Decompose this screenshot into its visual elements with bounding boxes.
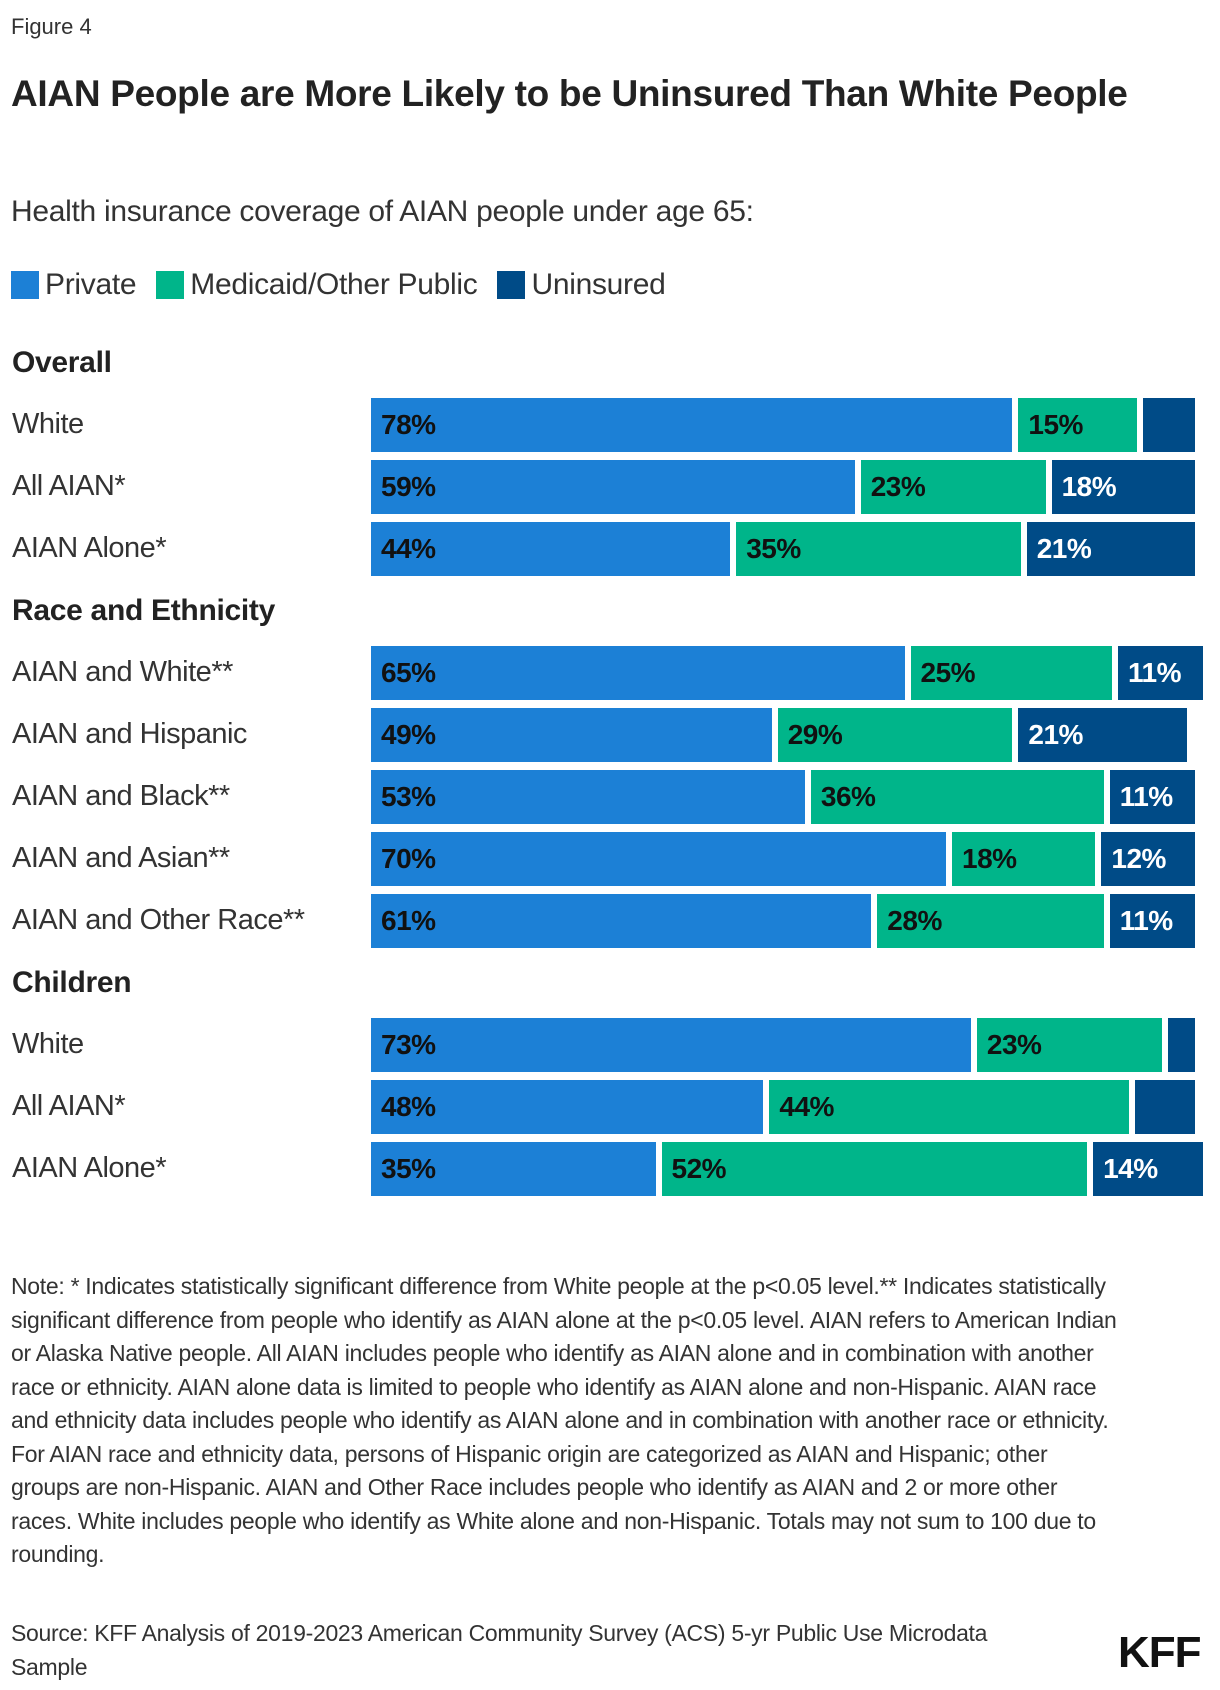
bar-segment-uninsured: 21% <box>1026 522 1195 576</box>
data-label: 25% <box>920 657 976 688</box>
bar-segment-medicaid-other-public: 35% <box>736 522 1021 576</box>
data-label: 44% <box>779 1091 834 1122</box>
data-label: 21% <box>1036 533 1092 564</box>
data-label: 36% <box>820 781 876 812</box>
data-label: 23% <box>986 1029 1042 1060</box>
bar-segment-private: 49% <box>371 708 772 762</box>
bar-segment-private: 78% <box>371 398 1013 452</box>
bar-segment-medicaid-other-public: 52% <box>661 1142 1088 1196</box>
bar-segment-medicaid-other-public: 15% <box>1018 398 1137 452</box>
data-label: 18% <box>962 843 1017 874</box>
bar-segment-medicaid-other-public: 29% <box>777 708 1013 762</box>
chart-subtitle: Health insurance coverage of AIAN people… <box>11 195 754 228</box>
data-label: 73% <box>381 1029 436 1060</box>
data-label: 53% <box>381 781 436 812</box>
bar-segment-uninsured: 11% <box>1109 770 1195 824</box>
chart-title: AIAN People are More Likely to be Uninsu… <box>11 73 1128 114</box>
data-label: 44% <box>381 533 436 564</box>
bar-segment-medicaid-other-public: 25% <box>910 646 1112 700</box>
bar-segment-uninsured: 11% <box>1109 894 1195 948</box>
data-label: 21% <box>1028 719 1083 750</box>
legend-label: Medicaid/Other Public <box>190 268 478 301</box>
bar-segment-private: 59% <box>371 460 855 514</box>
data-label: 59% <box>381 471 436 502</box>
group-heading: Overall <box>12 346 112 379</box>
legend: Private Medicaid/Other Public Uninsured <box>11 268 686 302</box>
kff-logo: KFF <box>1118 1628 1202 1677</box>
bar-segment-private: 53% <box>371 770 805 824</box>
row-label: All AIAN* <box>12 470 126 502</box>
data-label: 78% <box>381 409 436 440</box>
figure-label: Figure 4 <box>11 14 92 39</box>
row-label: AIAN and Asian** <box>12 842 230 874</box>
bar-segment-uninsured <box>1134 1080 1195 1134</box>
chart-source: Source: KFF Analysis of 2019-2023 Americ… <box>11 1620 988 1680</box>
legend-label: Uninsured <box>531 268 666 301</box>
legend-label: Private <box>45 268 137 301</box>
data-label: 11% <box>1119 905 1174 936</box>
legend-item: Medicaid/Other Public <box>156 268 478 302</box>
data-label: 52% <box>671 1153 727 1184</box>
bar-segment-medicaid-other-public: 23% <box>976 1018 1162 1072</box>
row-label: AIAN Alone* <box>12 532 167 564</box>
data-label: 61% <box>381 905 436 936</box>
data-label: 49% <box>381 719 436 750</box>
legend-item: Private <box>11 268 137 302</box>
row-label: AIAN and Hispanic <box>12 718 247 750</box>
bar-segment-medicaid-other-public: 36% <box>810 770 1104 824</box>
row-label: AIAN and Other Race** <box>12 904 305 936</box>
row-label: White <box>12 1028 84 1060</box>
data-label: 23% <box>870 471 926 502</box>
bar-segment-private: 65% <box>371 646 905 700</box>
bar-segment-private: 48% <box>371 1080 764 1134</box>
data-label: 65% <box>381 657 436 688</box>
data-label: 12% <box>1111 843 1166 874</box>
legend-swatch <box>156 271 185 299</box>
legend-swatch <box>497 271 526 299</box>
bar-segment-private: 73% <box>371 1018 971 1072</box>
bar-segment-private: 35% <box>371 1142 656 1196</box>
row-label: AIAN and White** <box>12 656 233 688</box>
row-label: All AIAN* <box>12 1090 126 1122</box>
legend-swatch <box>11 271 39 299</box>
group-heading: Race and Ethnicity <box>12 594 276 627</box>
data-label: 35% <box>381 1153 436 1184</box>
bar-segment-uninsured <box>1142 398 1195 452</box>
bar-segment-medicaid-other-public: 18% <box>952 832 1096 886</box>
row-label: AIAN and Black** <box>12 780 230 812</box>
bar-segment-medicaid-other-public: 23% <box>860 460 1046 514</box>
data-label: 11% <box>1128 657 1182 688</box>
bar-segment-medicaid-other-public: 28% <box>877 894 1104 948</box>
bar-segment-uninsured: 18% <box>1051 460 1195 514</box>
data-label: 15% <box>1028 409 1083 440</box>
bar-segment-private: 70% <box>371 832 946 886</box>
data-label: 70% <box>381 843 436 874</box>
data-label: 18% <box>1061 471 1117 502</box>
bar-segment-uninsured: 14% <box>1093 1142 1204 1196</box>
bar-segment-private: 61% <box>371 894 872 948</box>
data-label: 48% <box>381 1091 436 1122</box>
bar-segment-uninsured: 11% <box>1118 646 1204 700</box>
data-label: 14% <box>1103 1153 1158 1184</box>
row-label: AIAN Alone* <box>12 1152 167 1184</box>
bar-segment-uninsured <box>1167 1018 1195 1072</box>
bar-segment-uninsured: 21% <box>1018 708 1187 762</box>
chart-notes: Note: * Indicates statistically signific… <box>11 1273 1117 1567</box>
data-label: 28% <box>887 905 942 936</box>
data-label: 35% <box>746 533 801 564</box>
group-heading: Children <box>12 966 132 999</box>
data-label: 29% <box>787 719 843 750</box>
bar-segment-medicaid-other-public: 44% <box>769 1080 1129 1134</box>
row-label: White <box>12 408 84 440</box>
bar-segment-uninsured: 12% <box>1101 832 1195 886</box>
legend-item: Uninsured <box>497 268 666 302</box>
data-label: 11% <box>1119 781 1174 812</box>
bar-segment-private: 44% <box>371 522 731 576</box>
